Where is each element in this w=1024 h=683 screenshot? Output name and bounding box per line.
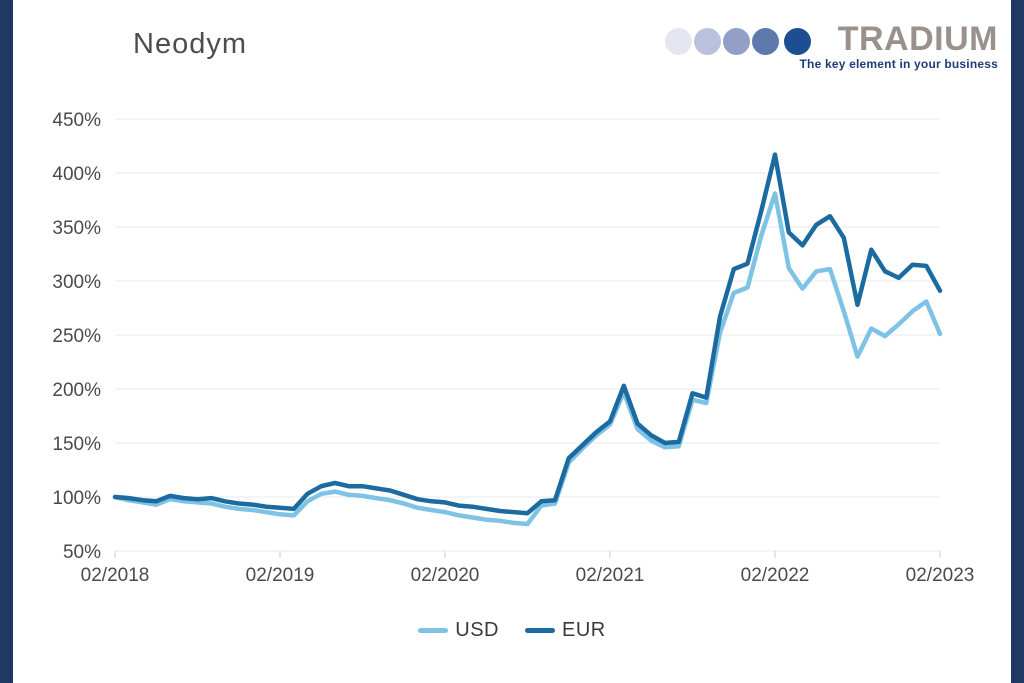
logo-circle-2-icon — [694, 28, 721, 55]
legend-item-usd: USD — [418, 619, 499, 642]
x-axis-label: 02/2020 — [411, 565, 480, 586]
left-edge-bar — [0, 0, 13, 683]
logo-circle-4-icon — [752, 28, 779, 55]
x-axis-label: 02/2019 — [246, 565, 315, 586]
y-axis-label: 50% — [63, 542, 101, 563]
y-axis-label: 350% — [52, 218, 101, 239]
logo-tagline: The key element in your business — [799, 57, 998, 71]
page-title: Neodym — [133, 28, 247, 60]
eur-line — [112, 152, 943, 516]
x-axis-label: 02/2018 — [81, 565, 150, 586]
logo-circle-1-icon — [665, 28, 692, 55]
right-edge-bar — [1011, 0, 1024, 683]
y-axis-label: 300% — [52, 272, 101, 293]
legend-label-usd: USD — [455, 619, 499, 641]
y-axis-label: 450% — [52, 110, 101, 131]
x-axis-label: 02/2022 — [741, 565, 810, 586]
y-axis-label: 200% — [52, 380, 101, 401]
y-axis-label: 100% — [52, 488, 101, 509]
y-axis-label: 250% — [52, 326, 101, 347]
tradium-logo-circles-icon — [665, 28, 811, 55]
tradium-logo: TRADIUM The key element in your business — [800, 22, 998, 71]
y-axis-label: 400% — [52, 164, 101, 185]
x-axis-label: 02/2023 — [906, 565, 975, 586]
usd-line — [112, 191, 943, 527]
logo-wordmark: TRADIUM — [837, 20, 998, 58]
logo-circle-3-icon — [723, 28, 750, 55]
logo-circle-5-icon — [784, 28, 811, 55]
legend-label-eur: EUR — [562, 619, 606, 641]
chart-legend: USD EUR — [0, 619, 1024, 642]
x-axis-label: 02/2021 — [576, 565, 645, 586]
y-axis-label: 150% — [52, 434, 101, 455]
eur-line-swatch — [525, 628, 555, 633]
legend-item-eur: EUR — [525, 619, 606, 642]
usd-line-swatch — [418, 628, 449, 633]
